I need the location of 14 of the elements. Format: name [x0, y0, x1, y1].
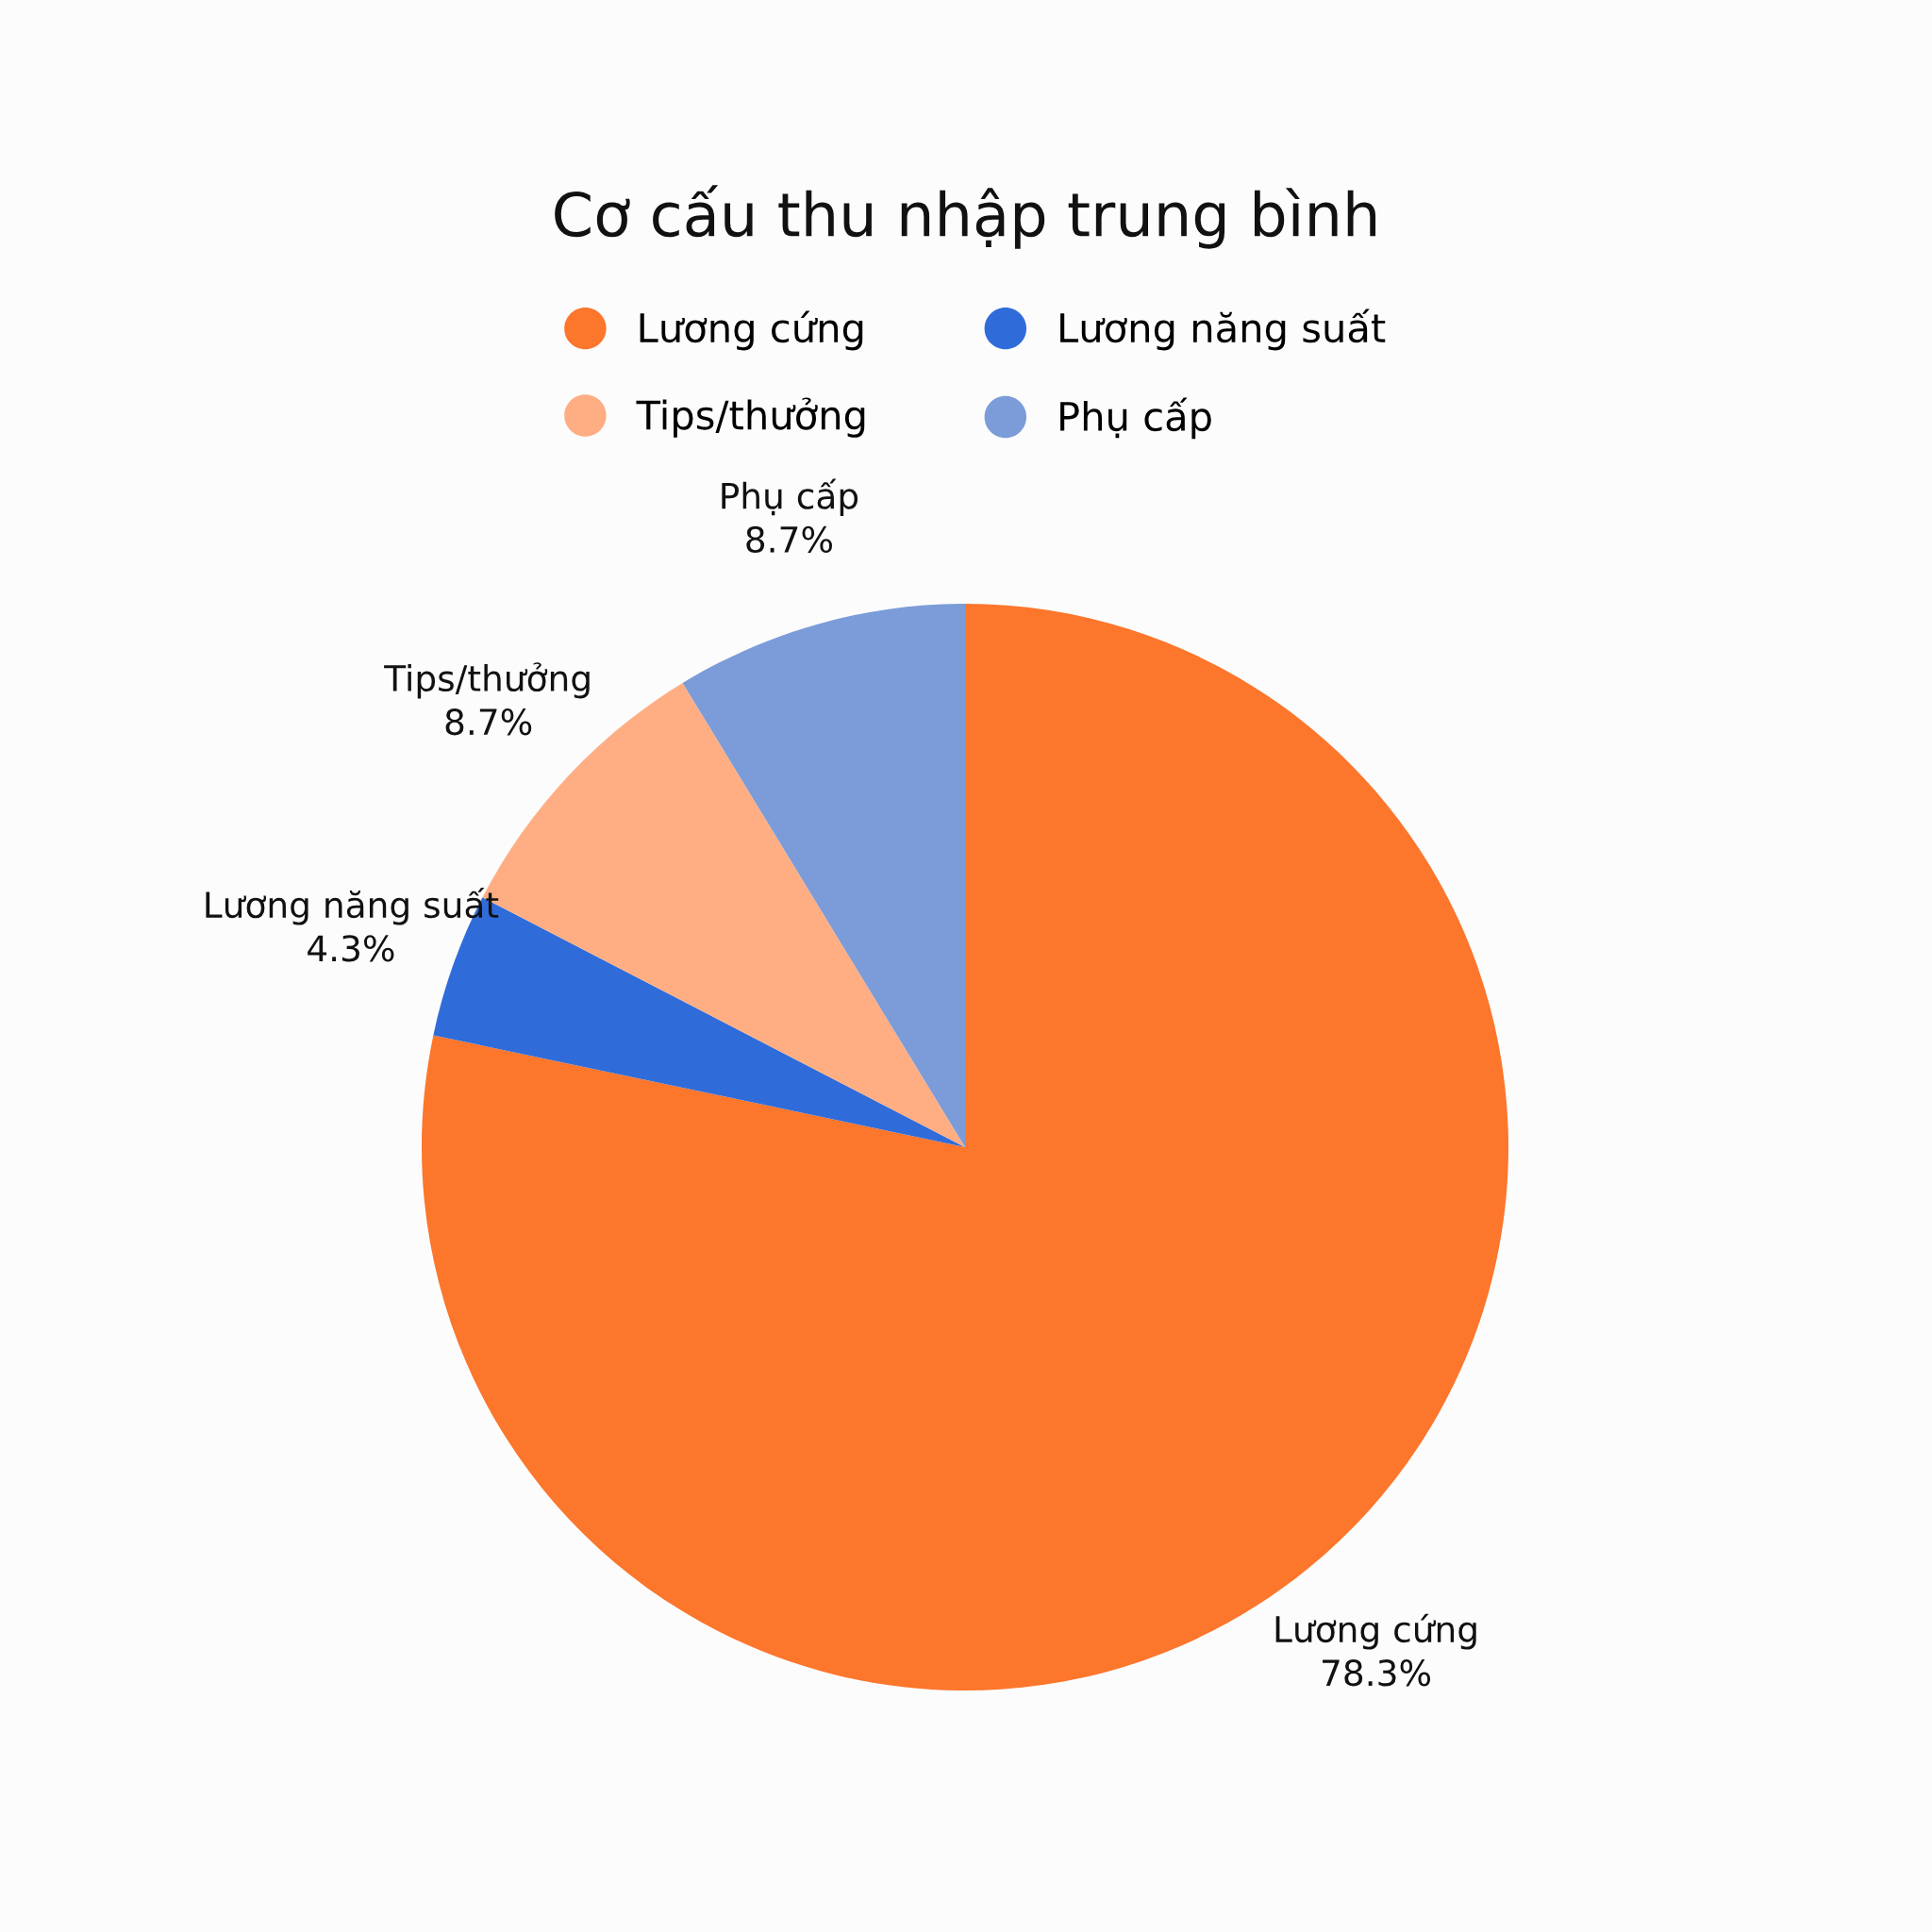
- chart-title: Cơ cấu thu nhập trung bình: [555, 185, 1376, 249]
- legend-label: Lương năng suất: [1060, 308, 1386, 351]
- slice-label: Lương cứng: [1275, 1613, 1476, 1650]
- legend-label: Phụ cấp: [1060, 397, 1211, 440]
- pie-slice: [682, 604, 965, 1147]
- slice-label: Lương năng suất: [206, 888, 499, 925]
- data-label: 8.7%: [445, 708, 532, 736]
- slice-label: Tips/thưởng: [384, 662, 590, 699]
- data-label: 8.7%: [746, 525, 832, 554]
- slice-label: Phụ cấp: [722, 478, 858, 517]
- legend-label: Lương cứng: [640, 310, 863, 351]
- data-label: 4.3%: [308, 935, 394, 962]
- data-label: 78.3%: [1323, 1659, 1431, 1687]
- legend-label: Tips/thưởng: [636, 397, 865, 438]
